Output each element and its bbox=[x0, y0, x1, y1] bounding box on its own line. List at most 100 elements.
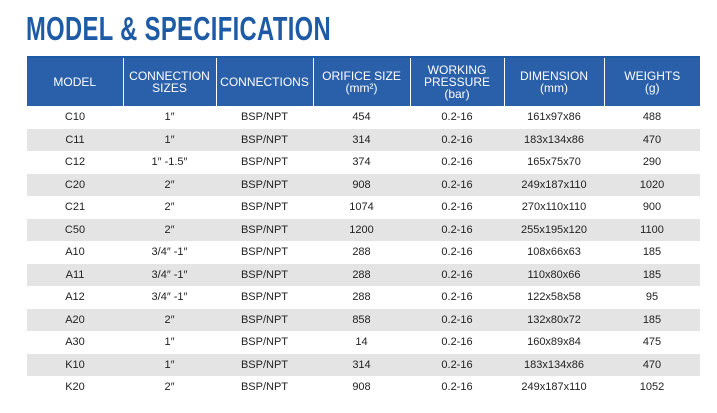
table-cell: BSP/NPT bbox=[216, 308, 313, 331]
table-cell: BSP/NPT bbox=[240, 381, 289, 394]
table-cell: 14 bbox=[355, 336, 368, 349]
table-cell: BSP/NPT bbox=[240, 111, 289, 124]
table-row: C21 2″ BSP/NPT 1074 0.2-16 270x110x110 900 bbox=[27, 196, 700, 219]
table-cell: 1020 bbox=[604, 173, 700, 196]
table-cell: 161x97x86 bbox=[527, 111, 581, 124]
table-cell: 288 bbox=[352, 291, 371, 304]
title: MODEL & SPECIFICATION bbox=[26, 10, 332, 47]
table-cell: 0.2-16 bbox=[441, 246, 473, 259]
header-line: MODEL bbox=[53, 75, 97, 89]
table-row: A30 1″ BSP/NPT 14 0.2-16 160x89x84 475 bbox=[27, 331, 700, 354]
table-cell: C11 bbox=[27, 128, 123, 151]
table-row: A11 3/4″ -1″ BSP/NPT 288 0.2-16 110x80x66 185 bbox=[27, 263, 700, 286]
table-cell: 2″ bbox=[123, 173, 216, 196]
column-header: CONNECTION SIZES bbox=[122, 57, 216, 106]
table-cell: 1100 bbox=[604, 218, 700, 241]
table-cell: 108x66x63 bbox=[527, 246, 581, 259]
table-cell: 3/4″ -1″ bbox=[151, 291, 188, 304]
table-cell: A30 bbox=[65, 336, 85, 349]
header-line: CONNECTION bbox=[129, 69, 210, 83]
table-cell: BSP/NPT bbox=[240, 156, 289, 169]
header-line: SIZES bbox=[152, 81, 187, 95]
table-cell: 249x187x110 bbox=[504, 173, 604, 196]
table-cell: BSP/NPT bbox=[216, 218, 313, 241]
table-cell: 0.2-16 bbox=[441, 201, 473, 214]
table-cell: 1″ bbox=[164, 336, 175, 349]
table-cell: 475 bbox=[642, 336, 662, 349]
column-header: WEIGHTS (g) bbox=[603, 57, 700, 106]
table-cell: BSP/NPT bbox=[240, 291, 289, 304]
table-cell: 1″ bbox=[123, 353, 216, 376]
table-cell: 0.2-16 bbox=[441, 291, 473, 304]
table-cell: 255x195x120 bbox=[504, 218, 604, 241]
table-cell: 1052 bbox=[639, 381, 665, 394]
column-header: MODEL bbox=[27, 57, 123, 106]
table-cell: 0.2-16 bbox=[441, 381, 473, 394]
table-cell: 0.2-16 bbox=[410, 173, 504, 196]
table-cell: 470 bbox=[604, 353, 700, 376]
table-cell: 3/4″ -1″ bbox=[123, 263, 216, 286]
table-cell: K20 bbox=[65, 381, 85, 394]
table-cell: 314 bbox=[313, 128, 410, 151]
table-cell: 0.2-16 bbox=[441, 111, 473, 124]
table-cell: 3/4″ -1″ bbox=[151, 246, 188, 259]
table-cell: 2″ bbox=[123, 218, 216, 241]
header-line: (g) bbox=[644, 81, 660, 95]
table-cell: C50 bbox=[27, 218, 123, 241]
table-cell: 0.2-16 bbox=[441, 156, 473, 169]
column-header: DIMENSION (mm) bbox=[503, 57, 604, 106]
table-cell: A12 bbox=[65, 291, 85, 304]
table-row: C20 2″ BSP/NPT 908 0.2-16 249x187x110 1020 bbox=[27, 173, 700, 196]
table-cell: C21 bbox=[64, 201, 86, 214]
table-cell: K10 bbox=[27, 353, 123, 376]
table-cell: A20 bbox=[27, 308, 123, 331]
table-cell: 1″ bbox=[164, 111, 175, 124]
table-cell: 1″ bbox=[123, 128, 216, 151]
table-cell: 0.2-16 bbox=[441, 336, 473, 349]
table-cell: 908 bbox=[352, 381, 371, 394]
table-cell: 2″ bbox=[164, 381, 175, 394]
table-cell: 2″ bbox=[164, 201, 175, 214]
table-cell: 0.2-16 bbox=[410, 128, 504, 151]
header-row: MODEL CONNECTION SIZES CONNECTIONS ORIFICE S… bbox=[27, 57, 700, 106]
table-row: K10 1″ BSP/NPT 314 0.2-16 183x134x86 470 bbox=[27, 353, 700, 376]
column-header: WORKING PRESSURE (bar) bbox=[409, 57, 504, 106]
table-cell: 183x134x86 bbox=[504, 128, 604, 151]
header-line: ORIFICE SIZE bbox=[322, 69, 401, 83]
column-header: ORIFICE SIZE (mm²) bbox=[312, 57, 410, 106]
table-cell: 900 bbox=[642, 201, 662, 214]
table-cell: 288 bbox=[352, 246, 371, 259]
table-row: C11 1″ BSP/NPT 314 0.2-16 183x134x86 470 bbox=[27, 128, 700, 151]
table-cell: 908 bbox=[313, 173, 410, 196]
table-cell: 160x89x84 bbox=[527, 336, 581, 349]
column-header: CONNECTIONS bbox=[215, 57, 313, 106]
table-cell: BSP/NPT bbox=[240, 201, 289, 214]
table-row: A20 2″ BSP/NPT 858 0.2-16 132x80x72 185 bbox=[27, 308, 700, 331]
table-cell: 165x75x70 bbox=[527, 156, 581, 169]
table-row: K20 2″ BSP/NPT 908 0.2-16 249x187x110 1052 bbox=[27, 376, 700, 399]
spec-table: MODEL CONNECTION SIZES CONNECTIONS ORIFICE S… bbox=[27, 56, 700, 399]
table-cell: 1″ -1.5″ bbox=[151, 156, 188, 169]
table-cell: C20 bbox=[27, 173, 123, 196]
table-cell: BSP/NPT bbox=[216, 128, 313, 151]
table-cell: BSP/NPT bbox=[216, 353, 313, 376]
table-cell: 132x80x72 bbox=[504, 308, 604, 331]
table-cell: 314 bbox=[313, 353, 410, 376]
table-cell: 270x110x110 bbox=[521, 201, 587, 214]
table-cell: 0.2-16 bbox=[410, 218, 504, 241]
header-line: (mm²) bbox=[345, 81, 378, 95]
table-cell: 454 bbox=[352, 111, 371, 124]
table-cell: 185 bbox=[642, 246, 662, 259]
table-cell: 2″ bbox=[123, 308, 216, 331]
table-cell: C12 bbox=[64, 156, 86, 169]
table-cell: 0.2-16 bbox=[410, 308, 504, 331]
table-cell: A11 bbox=[27, 263, 123, 286]
table-body: C10 1″ BSP/NPT 454 0.2-16 161x97x86 488 C11 1″ BS… bbox=[27, 106, 700, 399]
table-cell: BSP/NPT bbox=[216, 263, 313, 286]
table-cell: 1074 bbox=[349, 201, 374, 214]
header-line: (mm) bbox=[540, 81, 568, 95]
header-line: PRESSURE bbox=[423, 75, 491, 89]
table-row: A10 3/4″ -1″ BSP/NPT 288 0.2-16 108x66x63 185 bbox=[27, 241, 700, 264]
table-cell: A10 bbox=[65, 246, 85, 259]
header-line: WORKING bbox=[427, 63, 487, 77]
